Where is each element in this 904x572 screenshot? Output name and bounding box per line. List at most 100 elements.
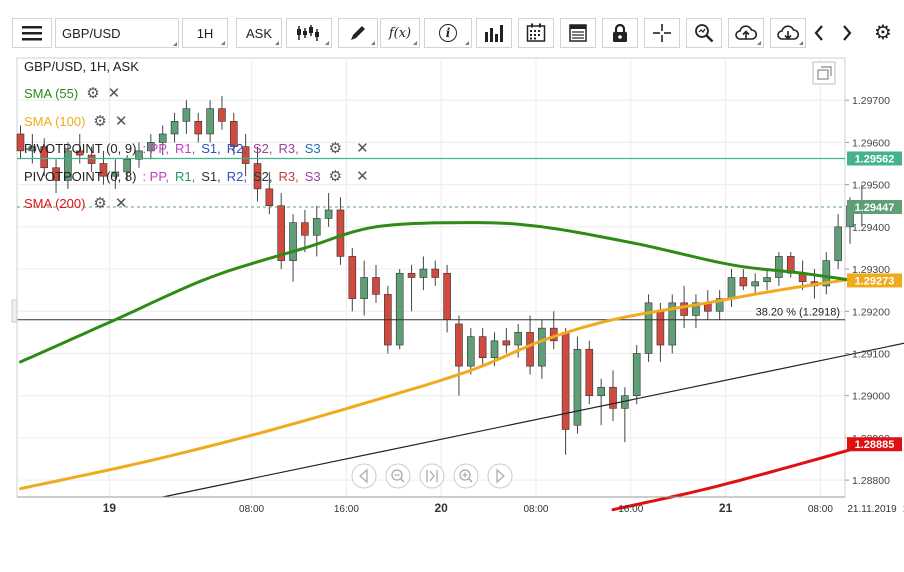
menu-icon <box>22 26 42 41</box>
legend-sma100-label: SMA (100) <box>24 113 86 129</box>
x-tick-label: 19 <box>103 501 117 515</box>
gear-icon[interactable]: ⚙ <box>93 195 107 212</box>
calendar-button[interactable] <box>518 18 554 48</box>
candle-body <box>478 336 487 359</box>
nav-zoom-out-button[interactable] <box>385 463 411 489</box>
candle-body <box>526 332 534 367</box>
chevron-right-icon <box>843 25 852 41</box>
trendline <box>162 342 904 498</box>
candle-body <box>419 268 428 278</box>
fullscreen-icon[interactable] <box>812 61 836 85</box>
chart-navigation <box>351 463 513 489</box>
time-axis: 19 08:00 16:00 20 08:00 16:00 21 08:00 16:00 21.1… <box>17 496 904 515</box>
chevron-left-icon <box>814 25 823 41</box>
gear-icon[interactable]: ⚙ <box>86 85 100 102</box>
calendar-icon <box>526 23 546 42</box>
function-icon: f(x) <box>388 25 412 41</box>
price-tag-box <box>847 437 902 452</box>
y-tick-label: 1.29000 <box>852 391 890 403</box>
price-type-button[interactable]: ASK <box>236 18 282 48</box>
candle-body <box>514 332 523 346</box>
legend-pivot-1: PIVOTPOINT (0, 9) : PP, R1, S1, R2, S2, R3, S3… <box>24 139 375 157</box>
info-icon: i <box>439 24 457 42</box>
legend-sma200: SMA (200) ⚙ ✕ <box>24 194 127 212</box>
gear-icon[interactable]: ⚙ <box>93 113 107 130</box>
timeframe-button[interactable]: 1H <box>182 18 228 48</box>
indicator-lines: 38.20 % (1.2918) <box>17 157 904 512</box>
lock-icon <box>613 23 627 42</box>
pivot-pp-label: : PP, <box>142 140 169 156</box>
close-icon[interactable]: ✕ <box>114 195 128 212</box>
close-icon[interactable]: ✕ <box>107 85 121 102</box>
scroll-left-button[interactable] <box>806 18 832 48</box>
nav-reset-button[interactable] <box>419 463 445 489</box>
pivot-s2-label: S2, <box>252 168 273 184</box>
y-tick-label: 1.29500 <box>852 180 890 192</box>
load-chart-button[interactable] <box>770 18 806 48</box>
candle-body <box>715 298 724 312</box>
zoom-button[interactable] <box>686 18 722 48</box>
cloud-upload-icon <box>735 25 757 40</box>
symbol-input[interactable] <box>55 18 179 48</box>
candle-body <box>75 150 84 156</box>
candle-body <box>822 260 831 287</box>
pivot-r2-label: R2, <box>226 168 247 184</box>
candle-body <box>40 146 49 169</box>
candle-body <box>455 323 463 367</box>
scroll-right-button[interactable] <box>834 18 860 48</box>
candle-body <box>16 133 25 152</box>
sma55-line <box>19 221 864 364</box>
cloud-download-icon <box>777 25 799 40</box>
close-icon[interactable]: ✕ <box>356 168 369 185</box>
save-chart-button[interactable] <box>728 18 764 48</box>
chart-type-button[interactable] <box>286 18 332 48</box>
indicators-button[interactable]: f(x) <box>380 18 420 48</box>
nav-zoom-in-button[interactable] <box>453 463 479 489</box>
lock-button[interactable] <box>602 18 638 48</box>
candle-body <box>372 277 380 295</box>
candle-body <box>490 340 499 359</box>
candle-body <box>99 163 108 177</box>
nav-left-button[interactable] <box>351 463 377 489</box>
pivot-r3-label: R3, <box>278 168 299 184</box>
close-icon[interactable]: ✕ <box>114 113 128 130</box>
close-icon[interactable]: ✕ <box>356 140 369 157</box>
gear-icon[interactable]: ⚙ <box>328 168 343 185</box>
zoom-icon <box>695 24 714 43</box>
pivot-s1-label: S1, <box>201 140 221 156</box>
candle-body <box>52 167 60 181</box>
candle-body <box>111 171 120 177</box>
symbol-selector[interactable] <box>55 18 179 48</box>
settings-button[interactable]: ⚙ <box>868 18 898 48</box>
price-axis: 1.29700 1.29600 1.29500 1.29400 1.29300 1.292… <box>845 95 890 487</box>
draw-button[interactable] <box>338 18 378 48</box>
candle-body <box>644 302 653 354</box>
scroll-left-handle[interactable] <box>11 299 18 323</box>
info-button[interactable]: i <box>424 18 472 48</box>
candle-body <box>727 277 736 299</box>
candle-body <box>680 302 688 316</box>
crosshair-button[interactable] <box>644 18 680 48</box>
pivot-s3-label: S3 <box>304 140 321 156</box>
chart-title-text: GBP/USD, 1H, ASK <box>24 59 139 74</box>
candle-body <box>289 222 297 261</box>
sma100-line <box>19 276 864 491</box>
price-chart[interactable]: 38.20 % (1.2918) 1.297001.296001.295001.… <box>0 52 904 572</box>
table-button[interactable] <box>560 18 596 48</box>
candle-body <box>632 353 641 396</box>
gear-icon[interactable]: ⚙ <box>328 140 343 157</box>
candle-body <box>692 302 700 316</box>
price-type-label: ASK <box>245 25 272 41</box>
y-tick-label: 1.29300 <box>852 264 890 276</box>
candle-body <box>585 348 594 396</box>
menu-button[interactable] <box>12 18 52 48</box>
nav-right-button[interactable] <box>487 463 513 489</box>
price-tag-label: 1.29562 <box>855 153 895 165</box>
candle-body <box>466 336 475 367</box>
x-tick-label: 08:00 <box>808 504 833 515</box>
y-tick-label: 1.29100 <box>852 348 890 360</box>
volume-button[interactable] <box>476 18 512 48</box>
draw-icon <box>351 26 365 40</box>
legend-pivot-1-label: PIVOTPOINT (0, 9) <box>24 140 137 156</box>
pivot-r1-label: R1, <box>174 168 196 184</box>
